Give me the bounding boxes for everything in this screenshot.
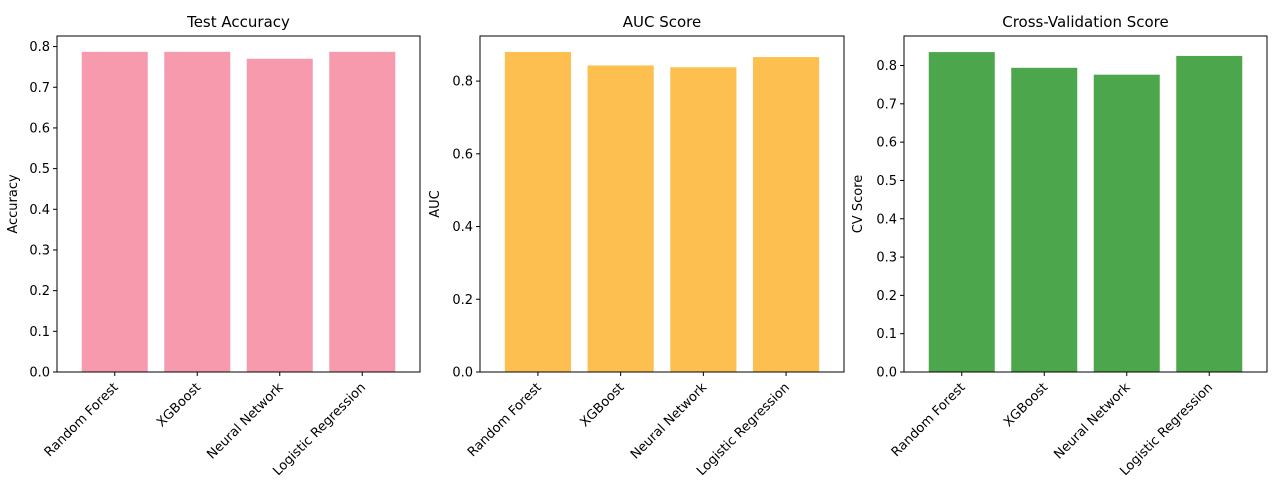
y-tick-label: 0.7 [29,81,50,96]
y-tick-label: 0.3 [29,243,50,258]
y-axis-label: Accuracy [6,174,21,234]
bar-logistic-regression [1176,55,1243,373]
y-tick-label: 0.8 [876,59,897,74]
y-tick-label: 0.0 [876,366,897,381]
y-tick-label: 0.4 [29,203,50,218]
bar-random-forest [504,52,571,372]
y-tick-label: 0.3 [876,251,897,266]
chart-title: Test Accuracy [186,13,290,31]
y-tick-label: 0.4 [876,212,897,227]
y-tick-label: 0.6 [29,121,50,136]
y-axis-label: AUC [428,190,443,218]
y-tick-label: 0.7 [876,97,897,112]
y-tick-label: 0.2 [876,289,897,304]
y-axis-label: CV Score [851,175,866,234]
y-tick-label: 0.8 [452,75,473,90]
y-tick-label: 0.1 [876,327,897,342]
axes-frame [903,35,1268,373]
y-tick-label: 0.8 [29,40,50,55]
y-tick-label: 0.5 [876,174,897,189]
y-tick-label: 0.2 [452,293,473,308]
bar-random-forest [81,51,148,373]
y-tick-label: 0.2 [29,284,50,299]
bar-xgboost [1011,67,1078,373]
y-tick-label: 0.1 [29,325,50,340]
bar-logistic-regression [753,57,820,373]
bar-xgboost [164,51,231,373]
bar-xgboost [587,65,654,372]
y-tick-label: 0.0 [452,366,473,381]
y-tick-label: 0.0 [29,366,50,381]
bar-random-forest [928,52,995,373]
bar-neural-network [246,58,313,372]
y-tick-label: 0.4 [452,220,473,235]
y-tick-label: 0.5 [29,162,50,177]
chart-title: AUC Score [623,13,702,31]
axes-frame [479,35,845,373]
axes-frame [56,35,421,373]
bar-neural-network [670,67,737,373]
bar-neural-network [1093,74,1160,372]
y-tick-label: 0.6 [452,147,473,162]
chart-title: Cross-Validation Score [1002,13,1169,31]
y-tick-label: 0.6 [876,136,897,151]
bar-logistic-regression [329,51,396,373]
